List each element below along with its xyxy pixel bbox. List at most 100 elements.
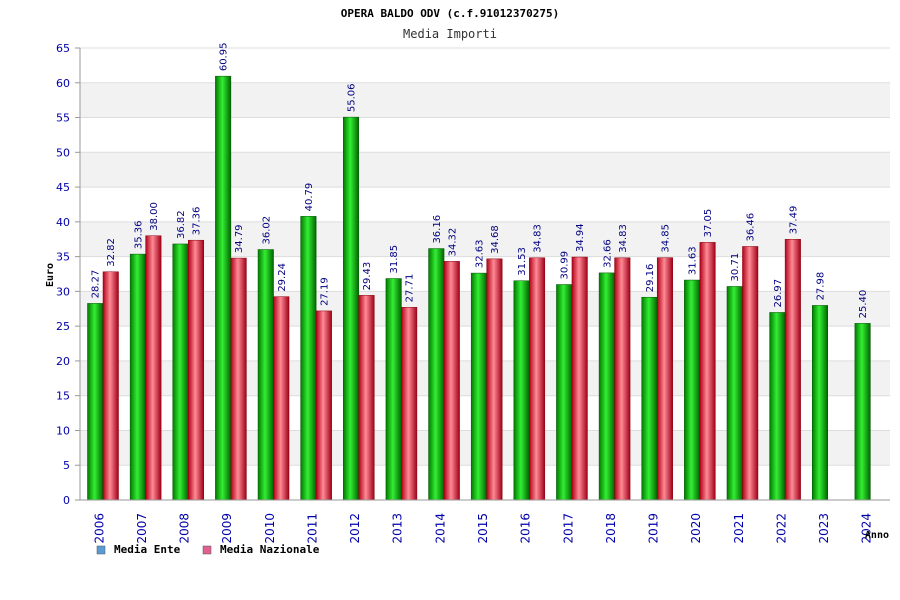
- x-tick-label-2020: 2020: [689, 513, 703, 544]
- y-tick-label: 0: [63, 494, 70, 507]
- bar-media-ente-2012: [343, 116, 360, 501]
- bar-media-nazionale-2006: [102, 271, 119, 501]
- y-tick-label: 5: [63, 459, 70, 472]
- bar-media-ente-2021: [726, 286, 743, 501]
- x-tick-label-2010: 2010: [263, 513, 277, 544]
- bar-media-ente-2007: [129, 253, 146, 501]
- y-axis-label: Euro: [45, 263, 56, 287]
- bar-media-nazionale-2012: [358, 295, 375, 501]
- bar-media-nazionale-2010: [273, 296, 290, 501]
- data-label-media-nazionale-2010: 29.24: [277, 263, 288, 292]
- x-tick-label-2022: 2022: [774, 513, 788, 544]
- data-label-media-ente-2011: 40.79: [304, 183, 315, 212]
- x-tick-label-2016: 2016: [519, 513, 533, 544]
- bar-media-nazionale-2011: [315, 310, 332, 501]
- data-label-media-ente-2015: 32.63: [474, 239, 485, 268]
- bar-media-ente-2013: [385, 278, 402, 501]
- bar-media-ente-2023: [811, 305, 828, 501]
- bar-media-ente-2015: [470, 272, 487, 501]
- data-label-media-ente-2024: 25.40: [858, 290, 869, 319]
- data-label-media-nazionale-2022: 37.49: [788, 206, 799, 235]
- data-label-media-ente-2018: 32.66: [602, 239, 613, 268]
- data-label-media-nazionale-2014: 34.32: [447, 228, 458, 257]
- plot-band: [80, 82, 890, 118]
- bar-media-ente-2019: [641, 296, 658, 501]
- bar-media-nazionale-2013: [401, 307, 418, 501]
- data-label-media-nazionale-2021: 36.46: [746, 213, 757, 242]
- legend-label-media-ente: Media Ente: [114, 543, 181, 556]
- data-label-media-ente-2019: 29.16: [645, 264, 656, 293]
- bar-media-nazionale-2007: [145, 235, 162, 501]
- bar-media-ente-2010: [257, 249, 274, 501]
- data-label-media-nazionale-2016: 34.83: [533, 224, 544, 253]
- x-tick-label-2019: 2019: [647, 513, 661, 544]
- data-label-media-ente-2013: 31.85: [389, 245, 400, 274]
- x-tick-label-2013: 2013: [391, 513, 405, 544]
- data-label-media-nazionale-2017: 34.94: [575, 223, 586, 252]
- x-tick-label-2006: 2006: [92, 513, 106, 544]
- data-label-media-nazionale-2019: 34.85: [660, 224, 671, 253]
- data-label-media-ente-2020: 31.63: [688, 246, 699, 275]
- bar-media-ente-2009: [215, 75, 232, 501]
- bar-media-nazionale-2022: [784, 239, 801, 501]
- data-label-media-nazionale-2006: 32.82: [106, 238, 117, 267]
- bar-media-nazionale-2014: [443, 261, 460, 501]
- legend-label-media-nazionale: Media Nazionale: [220, 543, 320, 556]
- bar-media-nazionale-2008: [188, 239, 205, 501]
- data-label-media-nazionale-2020: 37.05: [703, 209, 714, 238]
- y-tick-label: 25: [56, 320, 70, 333]
- y-axis-ticks: 0 5 10 15 20 25 30 35 40 45 50 55 60 65: [56, 42, 80, 507]
- bar-media-ente-2024: [854, 323, 871, 501]
- x-tick-label-2014: 2014: [433, 513, 447, 544]
- bar-media-ente-2018: [598, 272, 615, 501]
- plot-band: [80, 152, 890, 188]
- legend-swatch-media-ente: [96, 545, 106, 555]
- x-tick-label-2017: 2017: [561, 513, 575, 544]
- y-tick-label: 60: [56, 77, 70, 90]
- data-label-media-ente-2014: 36.16: [432, 215, 443, 244]
- bar-media-nazionale-2016: [529, 257, 546, 501]
- data-label-media-ente-2022: 26.97: [773, 279, 784, 308]
- data-label-media-ente-2016: 31.53: [517, 247, 528, 276]
- bar-media-nazionale-2015: [486, 258, 503, 501]
- x-tick-label-2009: 2009: [220, 513, 234, 544]
- bar-media-ente-2006: [87, 303, 104, 501]
- chart-subtitle: Media Importi: [403, 27, 497, 41]
- y-tick-label: 15: [56, 390, 70, 403]
- bar-data-labels: 28.27 32.82 35.36 38.00 36.82 37.36 60.95 34.79…: [91, 43, 869, 319]
- x-tick-label-2011: 2011: [305, 513, 319, 544]
- bar-media-ente-2020: [684, 279, 701, 501]
- bar-media-ente-2008: [172, 243, 189, 501]
- data-label-media-nazionale-2015: 34.68: [490, 225, 501, 254]
- y-tick-label: 40: [56, 216, 70, 229]
- x-tick-label-2021: 2021: [732, 513, 746, 544]
- bar-media-ente-2011: [300, 216, 317, 501]
- bar-media-nazionale-2009: [230, 257, 247, 501]
- data-label-media-nazionale-2007: 38.00: [149, 202, 160, 231]
- y-tick-label: 20: [56, 355, 70, 368]
- bar-media-nazionale-2018: [614, 257, 631, 501]
- bar-media-nazionale-2021: [742, 246, 759, 501]
- legend-swatch-media-nazionale: [202, 545, 212, 555]
- x-tick-label-2007: 2007: [135, 513, 149, 544]
- x-tick-label-2018: 2018: [604, 513, 618, 544]
- y-tick-label: 45: [56, 181, 70, 194]
- bar-media-nazionale-2019: [656, 257, 673, 501]
- legend: Media Ente Media Nazionale: [96, 543, 320, 556]
- data-label-media-ente-2012: 55.06: [347, 83, 358, 112]
- data-label-media-nazionale-2008: 37.36: [192, 207, 203, 236]
- y-tick-label: 65: [56, 42, 70, 55]
- bar-media-nazionale-2020: [699, 242, 716, 501]
- data-label-media-nazionale-2012: 29.43: [362, 262, 373, 291]
- data-label-media-ente-2021: 30.71: [730, 253, 741, 282]
- x-axis-label: Anno: [865, 530, 889, 541]
- data-label-media-ente-2023: 27.98: [815, 272, 826, 301]
- y-tick-label: 10: [56, 424, 70, 437]
- bar-media-ente-2016: [513, 280, 530, 501]
- x-axis-ticks: 2006 2007 2008 2009 2010 2011 2012 2013 2014 2015…: [92, 513, 873, 544]
- x-tick-label-2023: 2023: [817, 513, 831, 544]
- data-label-media-nazionale-2013: 27.71: [405, 274, 416, 303]
- x-tick-label-2024: 2024: [860, 513, 874, 544]
- data-label-media-ente-2010: 36.02: [261, 216, 272, 245]
